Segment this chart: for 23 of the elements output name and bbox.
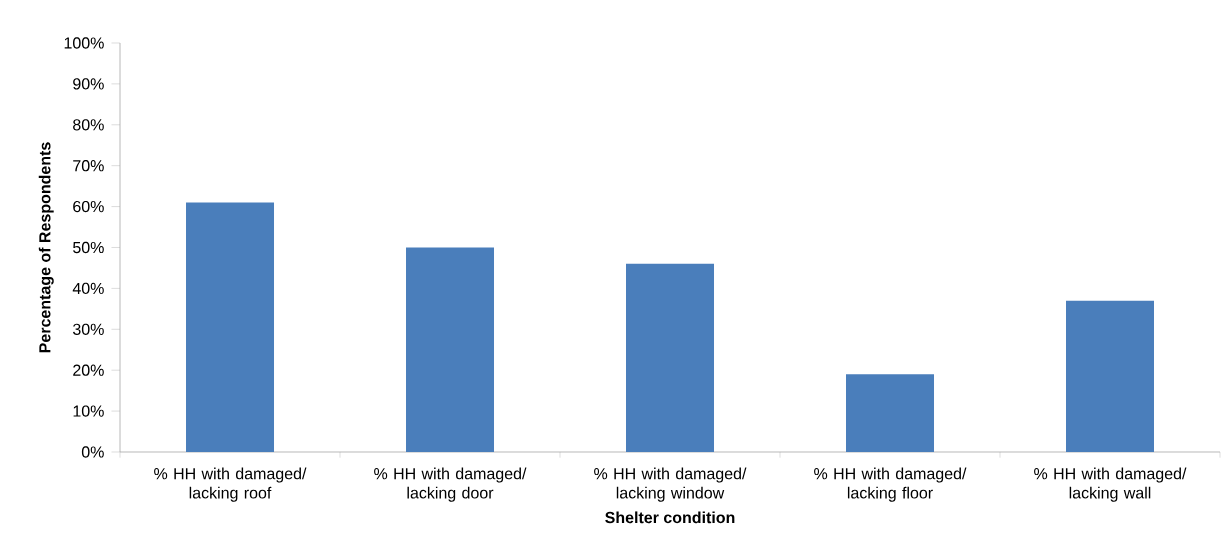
y-tick-label: 10% — [73, 405, 104, 417]
bar — [186, 202, 275, 452]
bar — [626, 263, 715, 452]
bar — [406, 247, 495, 452]
y-tick-label: 100% — [64, 37, 104, 49]
y-axis-title: Percentage of Respondents — [38, 142, 54, 353]
x-tick-label: % HH with damaged/ lacking window — [594, 467, 747, 502]
x-tick-label: % HH with damaged/ lacking door — [374, 467, 527, 502]
y-tick-label: 80% — [73, 119, 104, 131]
y-tick-label: 50% — [73, 241, 104, 254]
bar — [846, 374, 934, 452]
y-tick-label: 90% — [73, 78, 104, 90]
x-tick-label: % HH with damaged/ lacking wall — [1034, 467, 1187, 502]
x-axis-title: Shelter condition — [605, 511, 735, 524]
y-tick-label: 30% — [72, 323, 104, 335]
x-tick-label: % HH with damaged/ lacking roof — [154, 467, 307, 502]
y-tick-label: 40% — [72, 282, 104, 295]
y-tick-label: 0% — [81, 446, 104, 458]
y-tick-label: 70% — [73, 160, 104, 172]
y-tick-label: 20% — [73, 364, 104, 376]
bar — [1066, 300, 1154, 452]
y-tick-label: 60% — [73, 200, 104, 213]
x-tick-label: % HH with damaged/ lacking floor — [814, 467, 967, 502]
